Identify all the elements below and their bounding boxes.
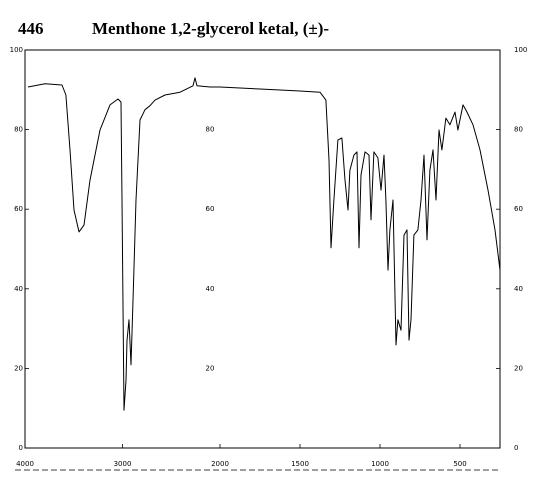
y-tick-label-right: 40	[514, 285, 523, 293]
x-tick-label: 500	[453, 460, 466, 468]
y-tick-label: 60	[14, 205, 23, 213]
y-tick-label-right: 60	[514, 205, 523, 213]
y-tick-label: 20	[14, 364, 23, 372]
y-tick-label-right: 100	[514, 46, 527, 54]
y-tick-label-mid: 60	[206, 205, 215, 213]
y-tick-label-mid: 80	[206, 126, 215, 134]
x-tick-label: 1500	[291, 460, 309, 468]
y-tick-label: 100	[10, 46, 23, 54]
x-tick-label: 2000	[211, 460, 229, 468]
chart-title: Menthone 1,2-glycerol ketal, (±)-	[92, 19, 329, 38]
spectrum-number: 446	[18, 19, 44, 38]
y-tick-label-right: 0	[514, 444, 518, 452]
x-tick-label: 4000	[16, 460, 34, 468]
y-tick-label: 0	[19, 444, 23, 452]
x-tick-label: 1000	[371, 460, 389, 468]
x-tick-label: 3000	[114, 460, 132, 468]
y-tick-label-mid: 40	[206, 285, 215, 293]
spectrum-line	[27, 77, 501, 411]
y-tick-label-right: 80	[514, 126, 523, 134]
y-tick-label: 80	[14, 126, 23, 134]
y-tick-label: 40	[14, 285, 23, 293]
y-tick-label-right: 20	[514, 364, 523, 372]
y-tick-label-mid: 20	[206, 364, 215, 372]
plot-frame	[24, 49, 501, 449]
